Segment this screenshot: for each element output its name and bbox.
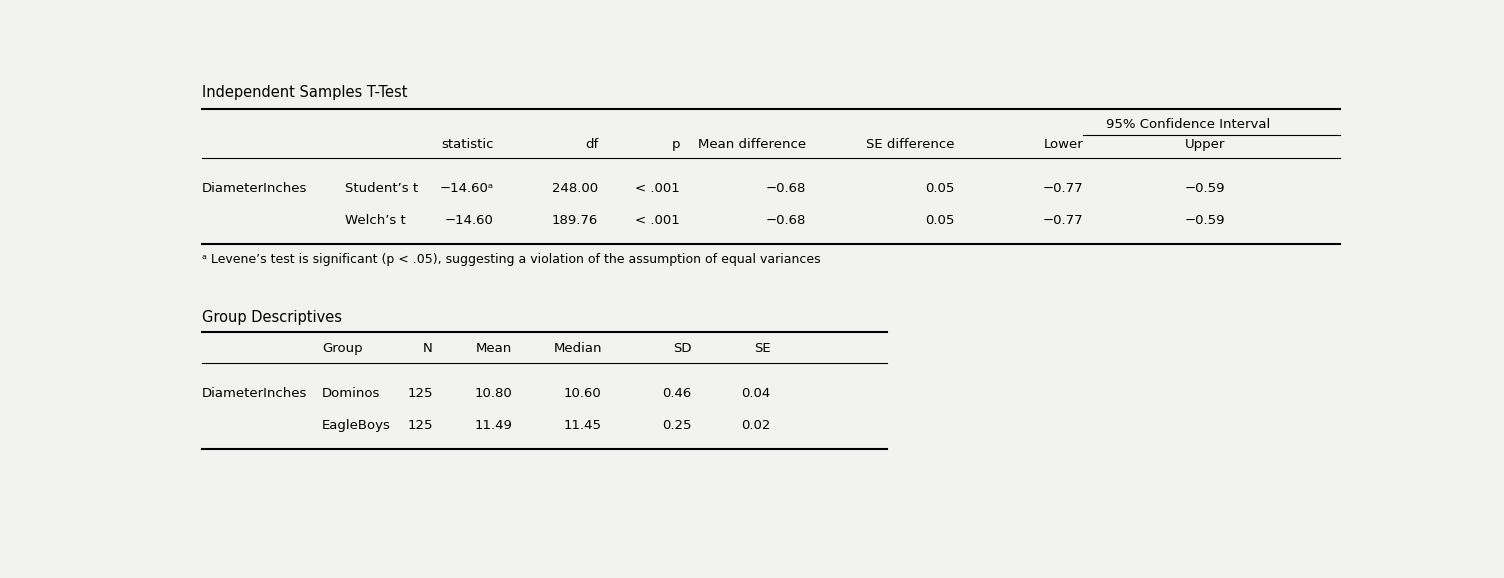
Text: −0.68: −0.68: [766, 182, 806, 195]
Text: Welch’s t: Welch’s t: [346, 214, 406, 227]
Text: statistic: statistic: [441, 138, 493, 151]
Text: 0.05: 0.05: [925, 182, 955, 195]
Text: −0.59: −0.59: [1185, 182, 1226, 195]
Text: Median: Median: [553, 342, 602, 355]
Text: −0.77: −0.77: [1042, 214, 1083, 227]
Text: 11.49: 11.49: [474, 419, 511, 432]
Text: −14.60ᵃ: −14.60ᵃ: [439, 182, 493, 195]
Text: Dominos: Dominos: [322, 387, 381, 400]
Text: −0.77: −0.77: [1042, 182, 1083, 195]
Text: 0.05: 0.05: [925, 214, 955, 227]
Text: Mean difference: Mean difference: [698, 138, 806, 151]
Text: 0.25: 0.25: [662, 419, 692, 432]
Text: 189.76: 189.76: [552, 214, 599, 227]
Text: p: p: [671, 138, 680, 151]
Text: DiameterInches: DiameterInches: [202, 182, 307, 195]
Text: df: df: [585, 138, 599, 151]
Text: < .001: < .001: [635, 182, 680, 195]
Text: 248.00: 248.00: [552, 182, 599, 195]
Text: EagleBoys: EagleBoys: [322, 419, 391, 432]
Text: 0.02: 0.02: [741, 419, 772, 432]
Text: 0.04: 0.04: [741, 387, 772, 400]
Text: 95% Confidence Interval: 95% Confidence Interval: [1105, 118, 1271, 131]
Text: −14.60: −14.60: [445, 214, 493, 227]
Text: 11.45: 11.45: [564, 419, 602, 432]
Text: < .001: < .001: [635, 214, 680, 227]
Text: ᵃ Levene’s test is significant (p < .05), suggesting a violation of the assumpti: ᵃ Levene’s test is significant (p < .05)…: [202, 253, 821, 266]
Text: SE: SE: [754, 342, 772, 355]
Text: −0.59: −0.59: [1185, 214, 1226, 227]
Text: Group: Group: [322, 342, 362, 355]
Text: DiameterInches: DiameterInches: [202, 387, 307, 400]
Text: 10.60: 10.60: [564, 387, 602, 400]
Text: 10.80: 10.80: [474, 387, 511, 400]
Text: SD: SD: [672, 342, 692, 355]
Text: 0.46: 0.46: [662, 387, 692, 400]
Text: 125: 125: [408, 387, 433, 400]
Text: SE difference: SE difference: [866, 138, 955, 151]
Text: Upper: Upper: [1185, 138, 1226, 151]
Text: Group Descriptives: Group Descriptives: [202, 310, 341, 325]
Text: Lower: Lower: [1044, 138, 1083, 151]
Text: Student’s t: Student’s t: [346, 182, 418, 195]
Text: Independent Samples T-Test: Independent Samples T-Test: [202, 85, 408, 100]
Text: Mean: Mean: [475, 342, 511, 355]
Text: 125: 125: [408, 419, 433, 432]
Text: N: N: [423, 342, 433, 355]
Text: −0.68: −0.68: [766, 214, 806, 227]
